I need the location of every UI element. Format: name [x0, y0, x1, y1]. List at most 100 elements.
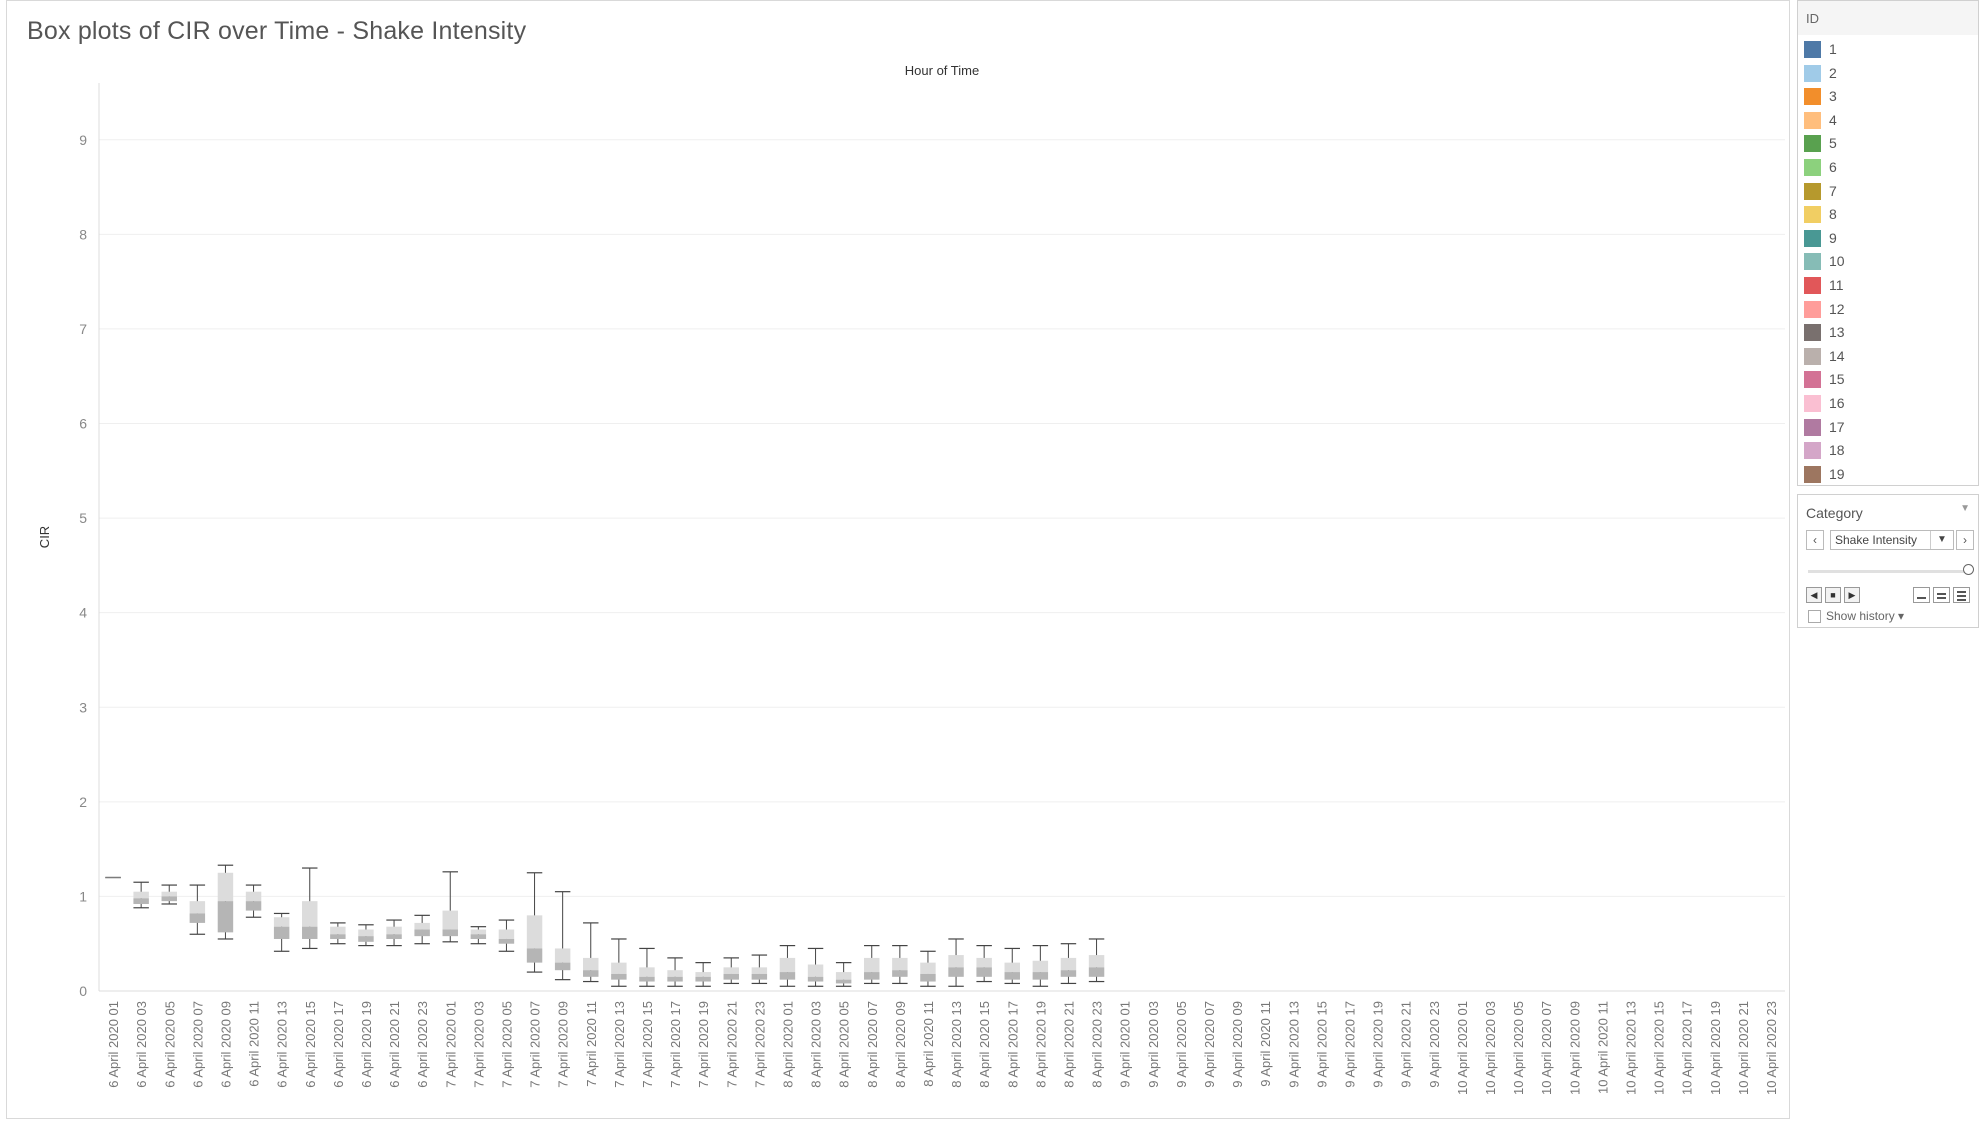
box-upper: [976, 957, 992, 968]
x-tick-label: 9 April 2020 23: [1427, 1001, 1442, 1088]
x-tick-label: 9 April 2020 09: [1230, 1001, 1245, 1088]
legend-swatch: [1804, 371, 1821, 389]
x-tick-label: 6 April 2020 13: [275, 1001, 290, 1088]
box-lower: [105, 877, 121, 879]
x-tick-label: 7 April 2020 13: [612, 1001, 627, 1088]
x-tick-label: 8 April 2020 03: [809, 1001, 824, 1088]
legend-label: 14: [1829, 347, 1845, 364]
box-upper: [779, 957, 796, 973]
box-upper: [161, 891, 177, 897]
legend-swatch: [1804, 418, 1821, 436]
y-tick-label: 4: [79, 605, 87, 621]
legend-item-15[interactable]: 15: [1804, 369, 1964, 389]
legend-label: 17: [1829, 418, 1845, 435]
panel-menu-caret-icon[interactable]: ▼: [1960, 503, 1970, 514]
legend-swatch: [1804, 182, 1821, 200]
box-upper: [807, 964, 824, 977]
legend-item-2[interactable]: 2: [1804, 63, 1964, 83]
x-tick-label: 9 April 2020 05: [1174, 1001, 1189, 1088]
box-lower: [723, 973, 739, 980]
chevron-down-icon: ▼: [1930, 531, 1953, 549]
show-history-checkbox[interactable]: [1808, 610, 1821, 623]
box-lower: [807, 976, 824, 982]
box-lower: [1032, 972, 1049, 980]
x-tick-label: 9 April 2020 01: [1118, 1001, 1133, 1088]
category-slider-track[interactable]: [1808, 570, 1966, 573]
box-upper: [414, 922, 430, 930]
box-upper: [1060, 957, 1077, 971]
legend-label: 10: [1829, 253, 1845, 270]
legend-label: 8: [1829, 206, 1837, 223]
chart-frame: Box plots of CIR over Time - Shake Inten…: [6, 0, 1790, 1119]
y-tick-label: 7: [79, 321, 87, 337]
category-slider-handle[interactable]: [1963, 564, 1974, 575]
legend-item-17[interactable]: 17: [1804, 417, 1964, 437]
legend-item-10[interactable]: 10: [1804, 251, 1964, 271]
x-tick-label: 8 April 2020 21: [1061, 1001, 1076, 1088]
x-tick-label: 6 April 2020 03: [134, 1001, 149, 1088]
legend-item-1[interactable]: 1: [1804, 39, 1964, 59]
category-filter-panel: Category ▼ ‹ Shake Intensity ▼ › ◀ ■ ▶ S…: [1797, 494, 1979, 628]
legend-item-12[interactable]: 12: [1804, 299, 1964, 319]
x-tick-label: 9 April 2020 11: [1258, 1001, 1273, 1087]
x-tick-label: 6 April 2020 21: [387, 1001, 402, 1088]
box-lower: [695, 976, 711, 982]
legend-item-8[interactable]: 8: [1804, 204, 1964, 224]
step-back-button[interactable]: ◀: [1806, 587, 1822, 603]
x-tick-label: 7 April 2020 09: [556, 1001, 571, 1088]
legend-label: 6: [1829, 159, 1837, 175]
legend-label: 15: [1829, 371, 1845, 388]
box-lower: [611, 973, 627, 980]
legend-item-16[interactable]: 16: [1804, 393, 1964, 413]
box-upper: [358, 929, 374, 937]
speed-fast-button[interactable]: [1953, 587, 1970, 603]
legend-item-7[interactable]: 7: [1804, 181, 1964, 201]
legend-item-19[interactable]: 19: [1804, 464, 1964, 484]
box-lower: [217, 901, 234, 933]
legend-label: 16: [1829, 395, 1845, 411]
x-tick-label: 7 April 2020 07: [528, 1001, 543, 1088]
legend-item-11[interactable]: 11: [1804, 275, 1964, 295]
x-tick-label: 7 April 2020 01: [443, 1001, 458, 1088]
box-upper: [1032, 960, 1049, 973]
category-dropdown[interactable]: Shake Intensity ▼: [1830, 530, 1954, 550]
play-forward-button[interactable]: ▶: [1844, 587, 1860, 603]
legend-item-6[interactable]: 6: [1804, 157, 1964, 177]
box-lower: [470, 934, 487, 939]
x-tick-label: 8 April 2020 19: [1033, 1001, 1048, 1088]
box-upper: [611, 962, 627, 974]
box-upper: [948, 955, 964, 968]
box-lower: [948, 967, 964, 977]
box-upper: [554, 948, 571, 963]
x-tick-label: 6 April 2020 23: [415, 1001, 430, 1088]
box-upper: [864, 957, 880, 973]
box-lower: [920, 973, 936, 982]
x-tick-label: 8 April 2020 07: [865, 1001, 880, 1088]
stop-button[interactable]: ■: [1825, 587, 1841, 603]
legend-item-5[interactable]: 5: [1804, 133, 1964, 153]
legend-item-14[interactable]: 14: [1804, 346, 1964, 366]
legend-swatch: [1804, 395, 1821, 412]
y-tick-label: 3: [79, 699, 87, 715]
legend-item-3[interactable]: 3: [1804, 86, 1964, 106]
y-axis-label: CIR: [37, 526, 52, 548]
legend-item-4[interactable]: 4: [1804, 110, 1964, 130]
speed-slow-button[interactable]: [1913, 587, 1930, 603]
speed-medium-button[interactable]: [1933, 587, 1950, 603]
legend-item-13[interactable]: 13: [1804, 322, 1964, 342]
legend-label: 13: [1829, 324, 1845, 341]
box-lower: [189, 913, 206, 923]
next-category-button[interactable]: ›: [1956, 530, 1974, 550]
previous-category-button[interactable]: ‹: [1806, 530, 1824, 550]
legend-title: ID: [1806, 11, 1819, 26]
legend-swatch: [1804, 347, 1821, 365]
legend-item-9[interactable]: 9: [1804, 228, 1964, 248]
x-tick-label: 9 April 2020 03: [1146, 1001, 1161, 1088]
box-lower: [1004, 972, 1020, 980]
box-upper: [217, 872, 234, 902]
legend-item-18[interactable]: 18: [1804, 440, 1964, 460]
show-history-label[interactable]: Show history ▾: [1826, 609, 1905, 623]
x-tick-label: 6 April 2020 11: [247, 1001, 262, 1087]
category-selected-value: Shake Intensity: [1835, 533, 1918, 547]
box-upper: [1004, 962, 1020, 973]
